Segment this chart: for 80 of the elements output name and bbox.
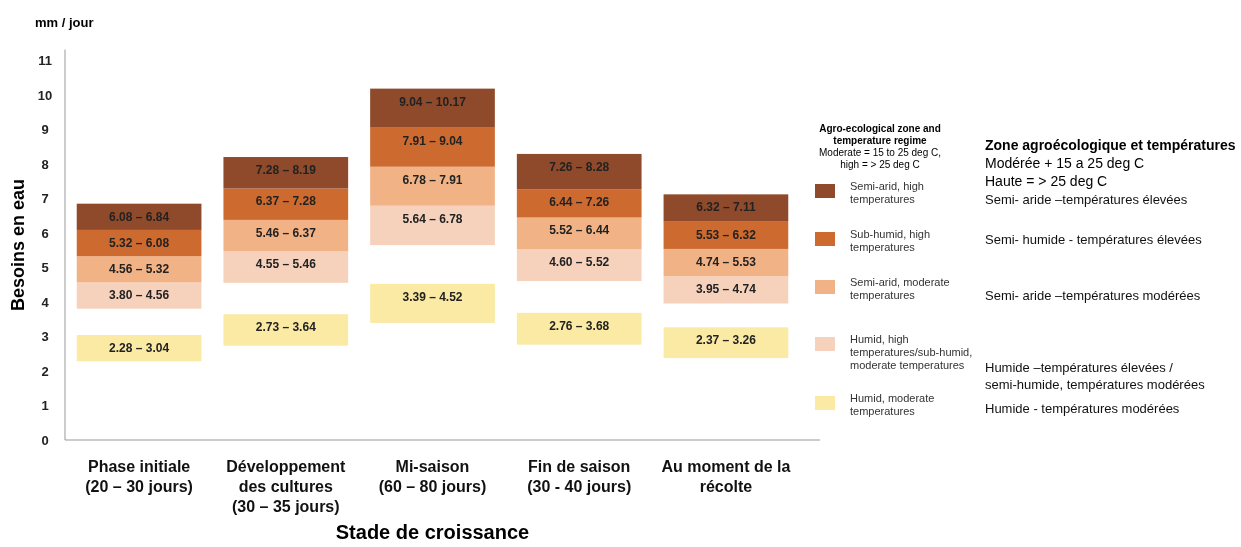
annotation: 9.04 – 10.17 xyxy=(399,94,467,109)
legend-label: Humid, high temperatures/sub-humid, moderate temperatures xyxy=(850,333,973,371)
x-tick-label: Mi-saison (60 – 80 jours) xyxy=(378,458,487,495)
chart-title: mm / jour xyxy=(35,15,94,30)
annotation: 3.95 – 4.74 xyxy=(695,282,757,297)
bar xyxy=(663,248,789,277)
y-axis-title: Besoins en eau xyxy=(8,178,28,312)
y-tick-label: 11 xyxy=(38,52,52,68)
bar xyxy=(370,166,495,206)
bar xyxy=(76,282,202,309)
x-tick-label: Au moment de la récolte xyxy=(661,458,791,495)
annotation: 6.08 – 6.84 xyxy=(109,209,170,224)
text: Zone agroécologique et températures xyxy=(985,137,1236,153)
text: Semi- aride –températures modérées xyxy=(985,288,1201,303)
y-tick-label: 6 xyxy=(41,225,49,241)
y-tick-label: 5 xyxy=(41,260,49,276)
text: Semi- aride –températures élevées xyxy=(985,192,1188,207)
annotation: 2.73 – 3.64 xyxy=(255,320,317,335)
annotation: 4.74 – 5.53 xyxy=(695,254,757,269)
x-tick-label: Phase initiale (20 – 30 jours) xyxy=(85,458,193,495)
annotation: 2.37 – 3.26 xyxy=(695,333,757,348)
annotation: 2.28 – 3.04 xyxy=(109,340,170,355)
y-tick-label: 7 xyxy=(41,191,49,207)
text: Haute = > 25 deg C xyxy=(985,173,1108,189)
bar xyxy=(223,157,349,189)
legend-label: Sub-humid, high temperatures xyxy=(850,228,931,253)
annotation: 7.91 – 9.04 xyxy=(402,133,463,148)
bar xyxy=(223,314,349,346)
annotation: 5.32 – 6.08 xyxy=(109,235,170,250)
annotation: 5.46 – 6.37 xyxy=(255,225,317,240)
bar xyxy=(370,127,495,167)
bar xyxy=(663,327,789,359)
legend-label: Humid, moderate temperatures xyxy=(850,392,935,417)
legend-label: Semi-arid, moderate temperatures xyxy=(850,276,950,301)
annotation: 4.60 – 5.52 xyxy=(549,255,610,270)
bar xyxy=(516,153,642,190)
bar xyxy=(516,217,642,250)
text: Modérée + 15 a 25 deg C xyxy=(985,155,1145,171)
bar xyxy=(223,219,349,252)
bar xyxy=(663,194,789,222)
y-tick-label: 4 xyxy=(41,294,50,310)
annotation: 6.44 – 7.26 xyxy=(549,195,610,210)
y-tick-label: 8 xyxy=(41,156,49,172)
bar xyxy=(516,249,642,282)
y-tick-label: 0 xyxy=(41,433,49,448)
annotation: 4.55 – 5.46 xyxy=(255,257,317,272)
text: Semi- humide - températures élevées xyxy=(985,232,1203,247)
annotation: 6.32 – 7.11 xyxy=(696,200,756,215)
bar xyxy=(370,205,495,246)
bar xyxy=(516,189,642,218)
annotation: 3.80 – 4.56 xyxy=(109,288,170,303)
legend-title: Agro-ecological zone and temperature regime xyxy=(819,123,941,146)
annotation: 7.28 – 8.19 xyxy=(255,163,317,178)
bar xyxy=(663,276,789,304)
bar xyxy=(516,312,642,345)
annotation: 5.52 – 6.44 xyxy=(549,223,610,238)
x-tick-label: Fin de saison (30 - 40 jours) xyxy=(527,458,632,495)
text: Humide –températures élevées / semi-humide, températures modérées xyxy=(985,360,1206,392)
y-tick-label: 1 xyxy=(41,398,49,414)
annotation: 2.76 – 3.68 xyxy=(549,318,610,333)
text: Humide - températures modérées xyxy=(985,401,1180,416)
annotation: 5.53 – 6.32 xyxy=(695,227,757,242)
x-tick-label: Développement des cultures (30 – 35 jours) xyxy=(226,458,347,515)
annotation: 7.26 – 8.28 xyxy=(549,159,610,174)
annotation: 6.37 – 7.28 xyxy=(255,194,317,209)
bar xyxy=(370,283,495,323)
bar xyxy=(370,88,495,128)
annotation: 3.39 – 4.52 xyxy=(402,289,463,304)
bar xyxy=(223,251,349,283)
annotation: 4.56 – 5.32 xyxy=(109,262,170,277)
annotation: 5.64 – 6.78 xyxy=(402,211,463,226)
y-tick-label: 3 xyxy=(41,329,49,345)
bar xyxy=(223,188,349,220)
annotation: 6.78 – 7.91 xyxy=(402,172,463,187)
annotation: Moderate = 15 to 25 deg C, high = > 25 deg C xyxy=(818,147,942,170)
x-axis-title: Stade de croissance xyxy=(335,521,530,543)
y-tick-label: 10 xyxy=(37,87,53,103)
y-tick-label: 2 xyxy=(41,363,49,379)
legend-label: Semi-arid, high temperatures xyxy=(850,180,924,205)
y-tick-label: 9 xyxy=(41,122,49,138)
